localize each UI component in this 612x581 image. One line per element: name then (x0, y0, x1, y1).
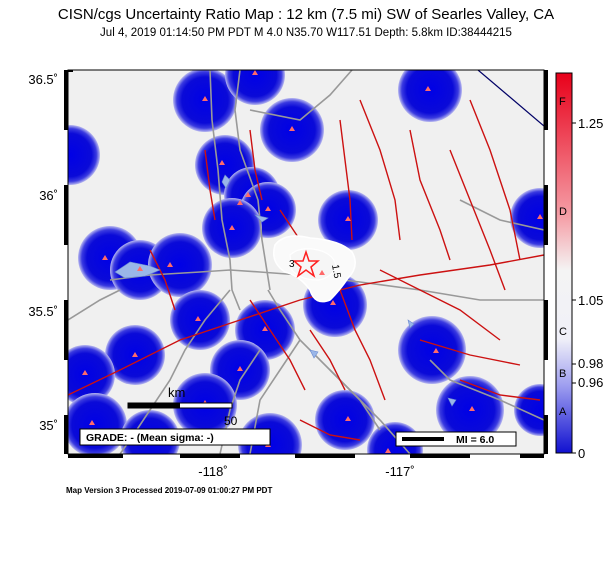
colorbar-value-1: 1.25 (578, 116, 603, 131)
y-label-36: 36˚ (39, 188, 58, 203)
lakes (114, 174, 457, 407)
faults (68, 99, 544, 441)
state-boundary (477, 70, 544, 127)
grade-text: GRADE: - (Mean sigma: -) (86, 432, 214, 444)
x-label-117: -117˚ (385, 464, 414, 479)
contour-label-1: 3 (289, 259, 295, 270)
x-label-118: -118˚ (198, 464, 227, 479)
colorbar-letter-b: B (559, 368, 566, 380)
y-label-36-5: 36.5˚ (28, 72, 58, 87)
colorbar-value-5: 0 (578, 446, 585, 461)
event-subtitle: Jul 4, 2019 01:14:50 PM PDT M 4.0 N35.70… (100, 27, 512, 39)
y-label-35: 35˚ (39, 418, 58, 433)
colorbar-letter-d: D (559, 206, 567, 218)
colorbar-letter-c: C (559, 326, 567, 338)
epicenter-star-icon (291, 249, 321, 279)
colorbar-value-4: 0.96 (578, 375, 603, 390)
uncertainty-contours (272, 235, 356, 303)
map-footer: Map Version 3 Processed 2019-07-09 01:00… (66, 486, 273, 495)
colorbar-ticks (572, 122, 576, 454)
station-blobs (68, 70, 544, 454)
colorbar-letter-a: A (559, 406, 567, 418)
y-label-35-5: 35.5˚ (28, 304, 58, 319)
contour-label-2: 1.5 (329, 264, 342, 280)
scale-unit: km (168, 385, 185, 400)
colorbar-value-2: 1.05 (578, 293, 603, 308)
mi-legend-text: MI = 6.0 (456, 434, 494, 446)
map-title: CISN/cgs Uncertainty Ratio Map : 12 km (… (57, 6, 555, 23)
colorbar (555, 72, 573, 454)
colorbar-letter-f: F (559, 96, 566, 108)
grade-box (79, 428, 271, 446)
scale-bar (127, 402, 233, 409)
scale-value: 50 (224, 414, 238, 428)
map-frame-ticks (64, 70, 548, 458)
colorbar-value-3: 0.98 (578, 356, 603, 371)
mi-legend-box (395, 431, 517, 447)
mi-legend-bar (402, 437, 444, 441)
